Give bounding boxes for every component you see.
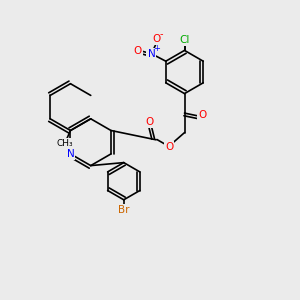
Text: +: + [153, 44, 160, 53]
Text: O: O [165, 142, 173, 152]
Text: CH₃: CH₃ [57, 139, 74, 148]
Text: O: O [198, 110, 207, 121]
Text: N: N [148, 49, 155, 59]
Text: -: - [160, 29, 163, 40]
Text: O: O [153, 34, 161, 44]
Text: Br: Br [118, 205, 130, 215]
Text: N: N [67, 149, 74, 159]
Text: O: O [145, 117, 153, 127]
Text: Cl: Cl [179, 35, 190, 45]
Text: O: O [134, 46, 142, 56]
